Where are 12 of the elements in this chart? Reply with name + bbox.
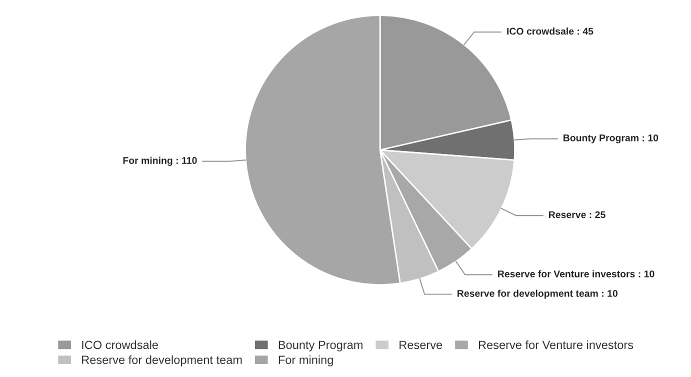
legend-label: Bounty Program [278,340,362,352]
legend-label: Reserve [400,340,442,350]
category-label: Reserve for development team : 10 [458,290,618,299]
legend-label: Reserve for development team [82,355,242,366]
category-label: Reserve for Venture investors : 10 [498,270,654,278]
category-label: Reserve : 25 [549,211,606,218]
category-label: Bounty Program : 10 [564,134,658,144]
legend-label: For mining [278,355,333,366]
legend-label: Reserve for Venture investors [478,340,634,350]
legend-label: ICO crowdsale [82,340,158,350]
category-label: For mining : 110 [123,156,197,166]
category-label: ICO crowdsale : 45 [507,28,594,35]
